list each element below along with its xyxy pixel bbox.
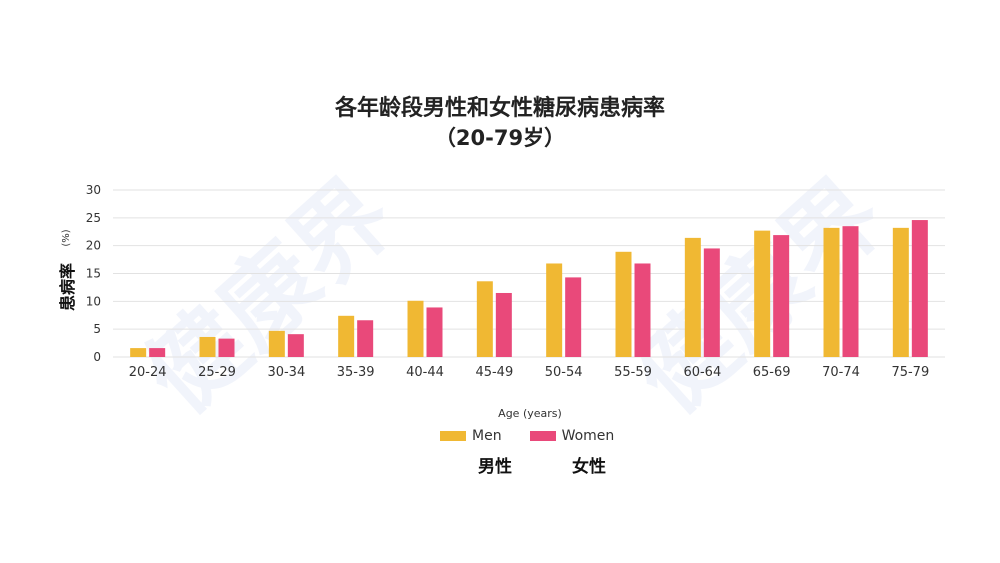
bar-women-25-29 <box>218 338 235 357</box>
bar-women-30-34 <box>287 334 304 357</box>
y-tick-label: 20 <box>86 239 101 253</box>
y-tick-label: 15 <box>86 267 101 281</box>
x-tick-label: 40-44 <box>406 365 444 380</box>
legend-label-men-cn: 男性 <box>478 457 512 477</box>
chart-title: 各年龄段男性和女性糖尿病患病率 <box>334 96 665 121</box>
y-tick-label: 10 <box>86 294 101 308</box>
x-tick-label: 50-54 <box>545 365 583 380</box>
legend-item-women: Women <box>529 428 615 444</box>
y-tick-labels: 0 5 10 15 20 25 30 <box>86 183 101 364</box>
x-tick-label: 65-69 <box>753 365 791 380</box>
x-tick-labels: 20-24 25-29 30-34 35-39 40-44 45-49 50-54 55-59… <box>129 365 929 380</box>
legend-item-men: Men <box>440 428 502 444</box>
x-tick-label: 55-59 <box>614 365 652 380</box>
bar-men-25-29 <box>199 336 216 357</box>
bar-men-35-39 <box>338 315 355 357</box>
bar-men-75-79 <box>892 227 909 357</box>
bar-men-20-24 <box>130 348 147 357</box>
x-tick-label: 60-64 <box>683 365 721 380</box>
x-axis-label: Age (years) <box>498 407 562 420</box>
legend-label-men: Men <box>472 428 502 444</box>
y-axis-label: 患病率 <box>58 263 77 311</box>
legend-swatch-men <box>440 431 466 441</box>
bar-men-55-59 <box>615 251 632 357</box>
y-tick-label: 0 <box>93 350 101 364</box>
y-tick-label: 5 <box>93 322 101 336</box>
chart-subtitle: （20-79岁） <box>434 126 566 150</box>
y-tick-label: 30 <box>86 183 101 197</box>
legend: Men Women <box>440 428 614 444</box>
grid-lines <box>113 189 945 358</box>
bar-women-45-49 <box>495 292 512 357</box>
legend-label-women-cn: 女性 <box>572 457 606 477</box>
bar-women-75-79 <box>911 220 928 357</box>
x-tick-label: 25-29 <box>198 365 236 380</box>
bar-men-50-54 <box>546 263 563 357</box>
bar-women-70-74 <box>842 226 859 357</box>
bar-men-60-64 <box>684 237 701 357</box>
legend-swatch-women <box>529 431 556 441</box>
bar-men-30-34 <box>268 330 285 357</box>
y-axis-unit: (%) <box>61 229 72 246</box>
x-tick-label: 35-39 <box>337 365 375 380</box>
bar-women-65-69 <box>773 235 790 357</box>
x-tick-label: 45-49 <box>475 365 513 380</box>
bar-men-40-44 <box>407 300 424 357</box>
bar-women-35-39 <box>357 320 374 357</box>
x-tick-label: 20-24 <box>129 365 167 380</box>
bar-women-40-44 <box>426 307 443 357</box>
bar-women-60-64 <box>703 248 720 357</box>
bar-men-70-74 <box>823 227 840 357</box>
bar-men-45-49 <box>476 281 493 357</box>
y-tick-label: 25 <box>86 211 101 225</box>
x-tick-label: 75-79 <box>891 365 929 380</box>
x-tick-label: 70-74 <box>822 365 860 380</box>
legend-label-women: Women <box>561 428 615 444</box>
bar-women-50-54 <box>565 277 582 357</box>
bar-women-55-59 <box>634 263 651 357</box>
x-tick-label: 30-34 <box>267 365 305 380</box>
bar-women-20-24 <box>149 348 166 357</box>
bar-men-65-69 <box>754 230 771 357</box>
bars <box>130 220 928 357</box>
